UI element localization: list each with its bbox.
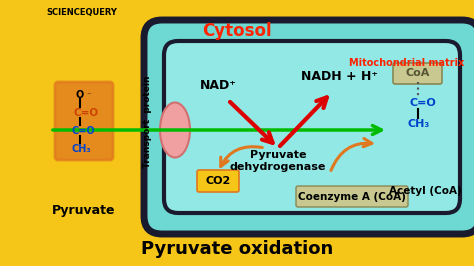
Text: Cytosol: Cytosol (202, 22, 272, 40)
Text: Mitochondrial matrix: Mitochondrial matrix (349, 58, 464, 68)
FancyBboxPatch shape (144, 20, 474, 234)
Text: Acetyl (CoA): Acetyl (CoA) (389, 186, 461, 196)
Text: C=O: C=O (72, 126, 96, 136)
Text: CH₃: CH₃ (408, 119, 430, 129)
FancyBboxPatch shape (296, 186, 408, 207)
Ellipse shape (160, 102, 190, 157)
Text: Transport  protein: Transport protein (144, 76, 153, 168)
Text: O: O (76, 90, 84, 100)
Text: Pyruvate
dehydrogenase: Pyruvate dehydrogenase (230, 150, 326, 172)
Text: Coenzyme A (CoA): Coenzyme A (CoA) (298, 192, 406, 202)
Text: SCIENCEQUERY: SCIENCEQUERY (46, 8, 117, 17)
FancyBboxPatch shape (197, 170, 239, 192)
Text: CO2: CO2 (205, 176, 231, 186)
Text: NAD⁺: NAD⁺ (200, 79, 237, 92)
Text: Pyruvate: Pyruvate (52, 204, 116, 217)
Text: Pyruvate oxidation: Pyruvate oxidation (141, 240, 333, 258)
Text: C=O: C=O (410, 98, 437, 108)
FancyBboxPatch shape (164, 41, 460, 213)
FancyBboxPatch shape (55, 82, 113, 160)
FancyBboxPatch shape (393, 63, 442, 84)
Text: C=O: C=O (74, 108, 99, 118)
Text: CH₃: CH₃ (72, 144, 91, 154)
Text: CoA: CoA (406, 68, 430, 78)
Text: NADH + H⁺: NADH + H⁺ (301, 70, 379, 83)
Text: ⁻: ⁻ (86, 90, 91, 99)
